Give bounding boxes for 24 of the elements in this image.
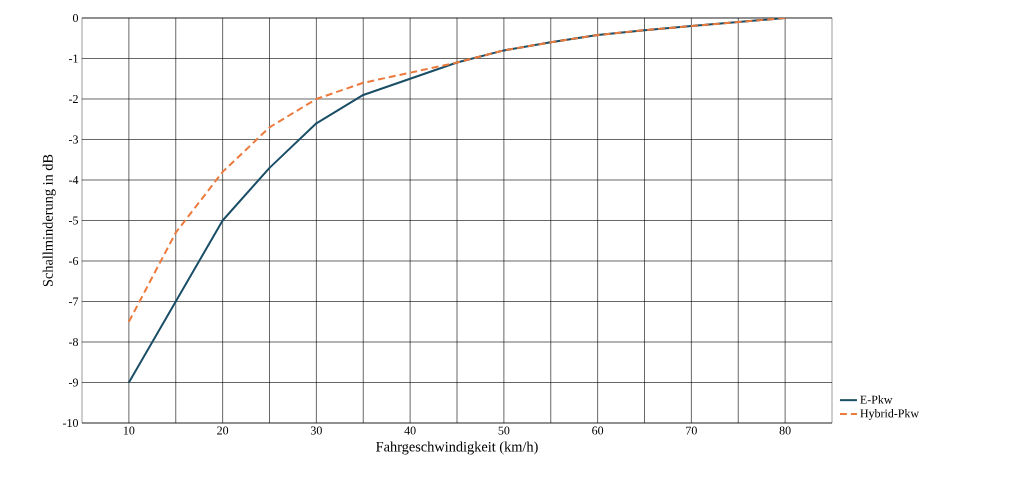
x-axis-title: Fahrgeschwindigkeit (km/h) [376,441,538,455]
y-tick-label: -10 [62,418,79,428]
y-axis-title: Schallminderung in dB [42,154,56,287]
legend-label: Hybrid-Pkw [860,409,919,420]
x-tick-label: 70 [686,426,697,435]
x-tick-label: 30 [310,426,322,435]
y-tick-label: -6 [68,256,79,266]
x-tick-label: 60 [592,426,604,435]
x-tick-label: 40 [404,426,416,435]
y-tick-label: -8 [68,337,79,347]
x-tick-label: 50 [498,426,510,435]
x-tick-label: 10 [123,426,135,435]
y-tick-label: -5 [68,216,79,225]
y-tick-label: -2 [68,95,78,103]
y-tick-label: -3 [68,135,79,144]
line-series [127,18,787,323]
x-tick-label: 20 [217,426,229,435]
y-tick-label: 0 [72,13,79,23]
y-tick-label: -4 [68,176,79,184]
y-tick-label: -9 [68,378,78,387]
y-tick-label: -7 [68,297,79,306]
y-tick-label: -1 [68,54,78,63]
x-tick-label: 80 [779,426,791,435]
legend-label: E-Pkw [860,395,893,404]
